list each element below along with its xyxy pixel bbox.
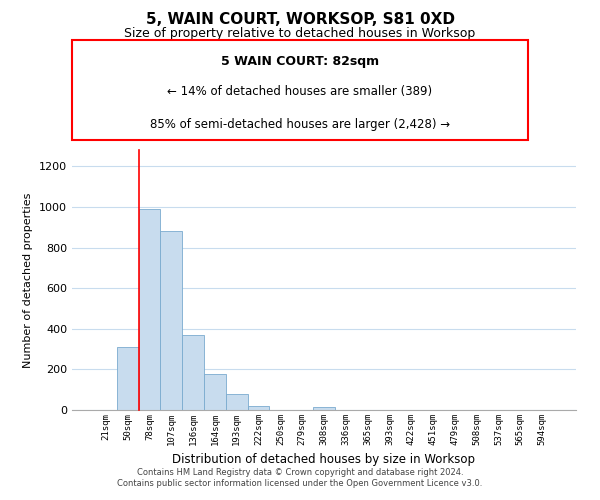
- Text: Contains HM Land Registry data © Crown copyright and database right 2024.
Contai: Contains HM Land Registry data © Crown c…: [118, 468, 482, 487]
- Text: Size of property relative to detached houses in Worksop: Size of property relative to detached ho…: [124, 28, 476, 40]
- Text: 5 WAIN COURT: 82sqm: 5 WAIN COURT: 82sqm: [221, 55, 379, 68]
- Bar: [248, 406, 269, 410]
- Text: ← 14% of detached houses are smaller (389): ← 14% of detached houses are smaller (38…: [167, 85, 433, 98]
- Bar: [117, 347, 139, 410]
- Text: 85% of semi-detached houses are larger (2,428) →: 85% of semi-detached houses are larger (…: [150, 118, 450, 130]
- Bar: [139, 209, 160, 410]
- Y-axis label: Number of detached properties: Number of detached properties: [23, 192, 34, 368]
- Text: 5, WAIN COURT, WORKSOP, S81 0XD: 5, WAIN COURT, WORKSOP, S81 0XD: [146, 12, 455, 28]
- Bar: [226, 394, 248, 410]
- X-axis label: Distribution of detached houses by size in Worksop: Distribution of detached houses by size …: [173, 454, 476, 466]
- Bar: [182, 335, 204, 410]
- Bar: [204, 374, 226, 410]
- Bar: [313, 407, 335, 410]
- Bar: [160, 231, 182, 410]
